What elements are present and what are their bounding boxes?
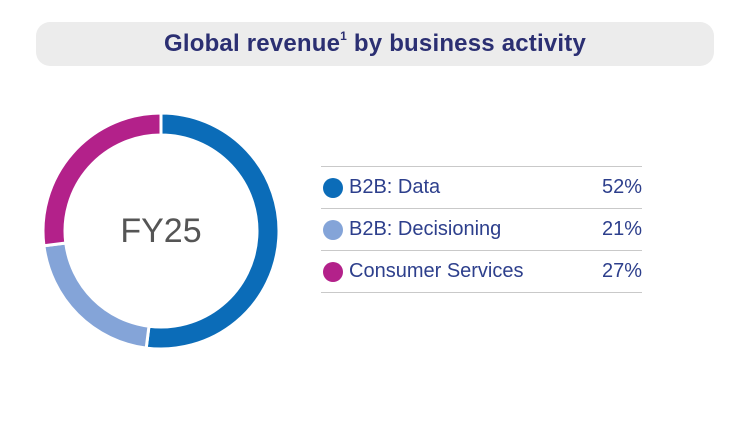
legend-label-consumer-services: Consumer Services xyxy=(349,260,524,282)
donut-slice-consumer-services xyxy=(41,111,163,248)
legend-swatch-consumer-services xyxy=(323,261,343,282)
title-footnote-marker: 1 xyxy=(340,29,348,43)
legend: B2B: Data 52% B2B: Decisioning 21% Consumer … xyxy=(321,166,642,293)
legend-swatch-b2b-decisioning xyxy=(323,219,343,240)
legend-value-b2b-decisioning: 21% xyxy=(601,218,642,240)
legend-value-b2b-data: 52% xyxy=(601,176,642,198)
legend-label-b2b-decisioning: B2B: Decisioning xyxy=(349,218,502,240)
donut-chart: FY25 xyxy=(40,110,282,352)
title-main: Global revenue xyxy=(163,30,341,57)
center-label: FY25 xyxy=(120,211,202,250)
legend-row-b2b-decisioning: B2B: Decisioning 21% xyxy=(321,208,642,250)
title-bar: Global revenue1 by business activity xyxy=(36,22,714,66)
title-suffix: by business activity xyxy=(347,30,587,57)
legend-swatch-b2b-data xyxy=(323,177,343,198)
legend-row-consumer-services: Consumer Services 27% xyxy=(321,250,642,293)
legend-label-b2b-data: B2B: Data xyxy=(349,176,441,198)
chart-title: Global revenue1 by business activity xyxy=(163,29,587,58)
legend-row-b2b-data: B2B: Data 52% xyxy=(321,166,642,208)
legend-value-consumer-services: 27% xyxy=(601,260,642,282)
donut-svg xyxy=(41,111,281,351)
